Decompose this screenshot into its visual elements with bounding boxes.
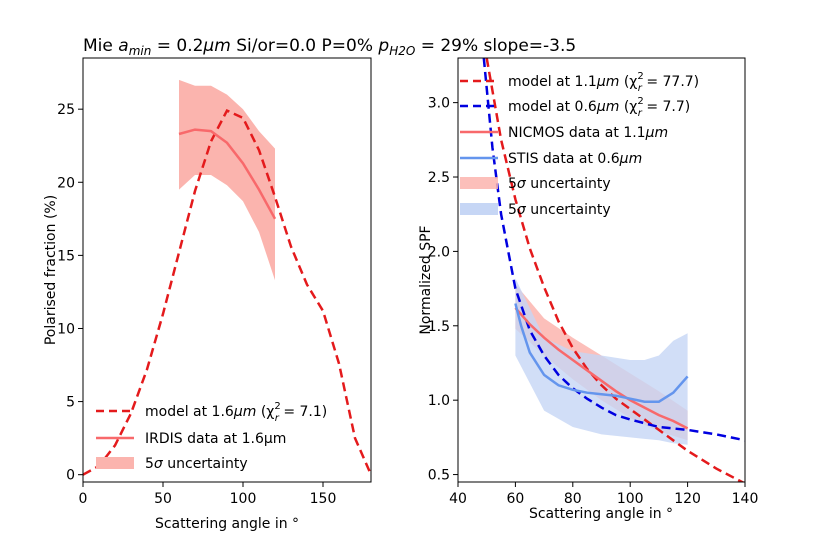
right-series-lines <box>482 58 745 482</box>
right-y-axis-label: Normalized SPF <box>418 225 434 334</box>
right-legend-model11-label: model at 1.1μm (χ2 r = 77.7) <box>508 71 699 94</box>
right-legend-model06-label: model at 0.6μm (χ2 r = 7.7) <box>508 96 690 119</box>
left-xtick-label: 0 <box>79 491 88 507</box>
right-legend-red-band-label: 5σ uncertainty <box>508 176 611 192</box>
right-xtick-label: 60 <box>506 491 524 507</box>
left-ytick-label: 5 <box>66 395 75 411</box>
left-xtick-label: 150 <box>310 491 337 507</box>
right-ytick-label: 2.5 <box>428 170 450 186</box>
right-legend-nicmos-label: NICMOS data at 1.1μm <box>508 125 668 141</box>
left-ytick-label: 25 <box>57 102 75 118</box>
figure-title: Mie amin = 0.2μm Si/or=0.0 P=0% pH2O = 2… <box>83 36 576 58</box>
right-xtick-label: 40 <box>449 491 467 507</box>
right-nicmos-line <box>514 307 689 430</box>
right-blue-band-area <box>515 278 688 445</box>
right-xtick-label: 140 <box>732 491 759 507</box>
right-ytick-label: 0.5 <box>428 468 450 484</box>
right-legend-stis-label: STIS data at 0.6μm <box>508 151 642 167</box>
left-model-line <box>82 108 373 476</box>
right-chart: 40 60 80 100 120 140 0.5 1.0 1.5 2.0 2.5 3.0 Scatt… <box>418 57 758 522</box>
left-x-axis-label: Scattering angle in ° <box>155 516 299 532</box>
left-plot-frame <box>82 57 372 483</box>
right-plot-frame <box>457 57 746 483</box>
left-legend-model-label: model at 1.6μm (χ2 r = 7.1) <box>145 401 327 424</box>
right-legend-blue-band-swatch <box>460 203 498 215</box>
right-xtick-label: 80 <box>564 491 582 507</box>
left-legend-irdis-label: IRDIS data at 1.6μm <box>145 431 286 447</box>
left-series-lines <box>82 108 373 476</box>
left-ytick-label: 10 <box>57 321 75 337</box>
left-y-ticks: 0 5 10 15 20 25 <box>57 102 83 484</box>
right-xtick-label: 100 <box>617 491 644 507</box>
right-ytick-label: 2.0 <box>428 244 450 260</box>
left-x-ticks: 0 50 100 150 <box>79 482 337 507</box>
left-ytick-label: 15 <box>57 248 75 264</box>
right-uncertainty-bands <box>515 278 688 445</box>
right-ytick-label: 1.5 <box>428 319 450 335</box>
left-ytick-label: 0 <box>66 468 75 484</box>
right-legend: model at 1.1μm (χ2 r = 77.7) model at 0.6… <box>460 71 699 218</box>
right-ytick-label: 3.0 <box>428 96 450 112</box>
left-y-axis-label: Polarised fraction (%) <box>43 195 59 345</box>
left-legend-band-swatch <box>96 457 134 469</box>
left-legend-band-label: 5σ uncertainty <box>145 456 248 472</box>
left-xtick-label: 50 <box>154 491 172 507</box>
right-ytick-label: 1.0 <box>428 393 450 409</box>
right-y-ticks: 0.5 1.0 1.5 2.0 2.5 3.0 <box>428 96 458 484</box>
right-legend-red-band-swatch <box>460 177 498 189</box>
right-stis-line <box>514 303 689 403</box>
left-legend: model at 1.6μm (χ2 r = 7.1) IRDIS data at… <box>96 401 327 472</box>
right-legend-blue-band-label: 5σ uncertainty <box>508 202 611 218</box>
left-xtick-label: 100 <box>230 491 257 507</box>
left-irdis-line <box>178 128 277 220</box>
right-x-ticks: 40 60 80 100 120 140 <box>449 482 758 507</box>
right-xtick-label: 120 <box>674 491 701 507</box>
right-model06-line <box>482 58 745 442</box>
left-chart: 0 50 100 150 0 5 10 15 20 25 Scattering angle in… <box>43 57 373 532</box>
left-ytick-label: 20 <box>57 175 75 191</box>
right-x-axis-label: Scattering angle in ° <box>529 506 673 522</box>
